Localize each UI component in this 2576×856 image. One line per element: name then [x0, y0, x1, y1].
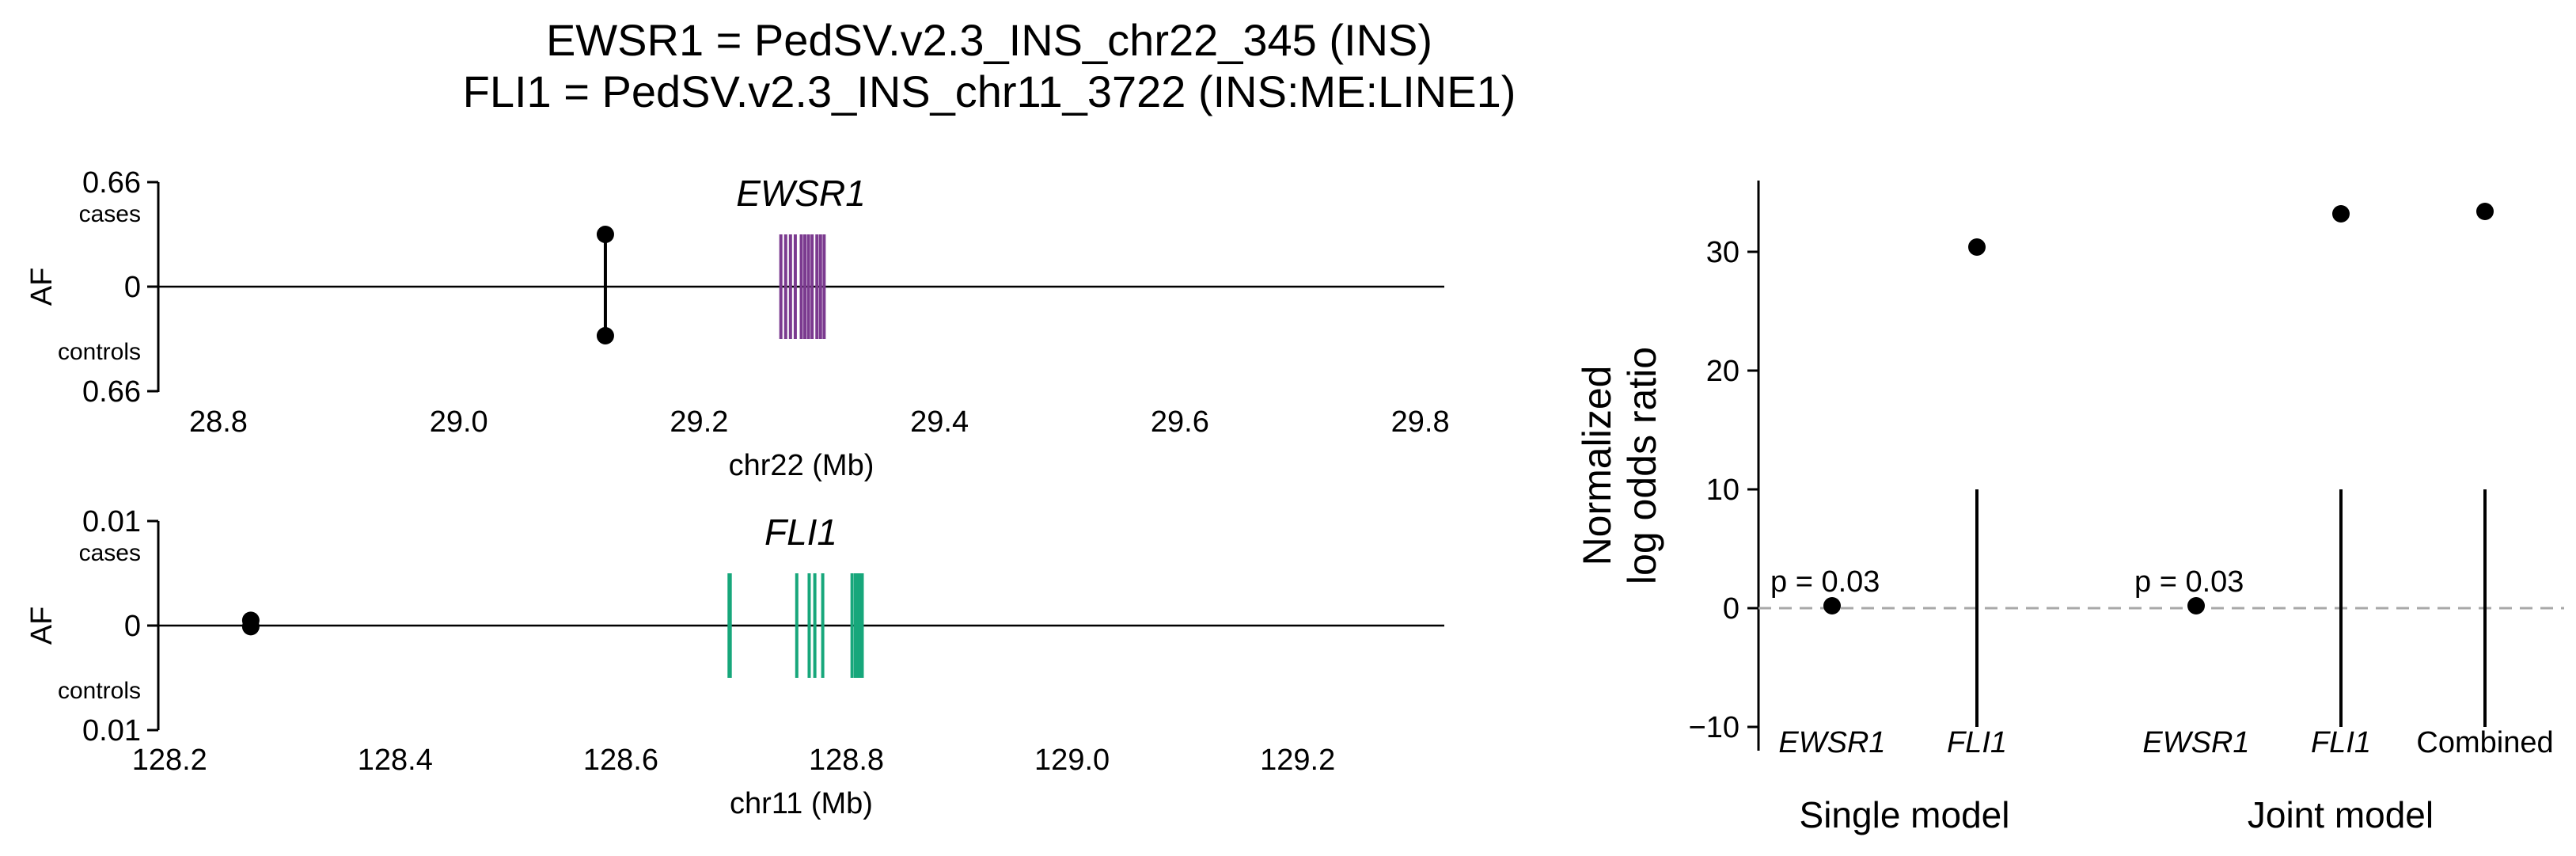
x-axis-label: chr11 (Mb)	[730, 787, 873, 820]
group-label-joint: Joint model	[2248, 794, 2434, 835]
control-af-point	[241, 618, 260, 636]
x-tick-label: 129.2	[1260, 744, 1335, 777]
p-value-label: p = 0.03	[1770, 565, 1880, 599]
category-label: Combined	[2416, 726, 2553, 759]
x-tick-label: 29.0	[430, 405, 488, 439]
case-af-point	[596, 226, 614, 243]
x-tick-label: 128.4	[358, 744, 433, 777]
category-label: FLI1	[2311, 726, 2371, 759]
y-tick-label: 0.01	[82, 505, 141, 538]
x-tick-label: 28.8	[189, 405, 248, 439]
effect-point	[1823, 597, 1841, 614]
y-tick-label: 0.01	[82, 714, 141, 748]
p-value-label: p = 0.03	[2134, 565, 2244, 599]
y-tick-label: 0	[124, 610, 141, 643]
y-tick-label: 30	[1706, 236, 1739, 269]
category-label: FLI1	[1947, 726, 2007, 759]
effect-point	[2476, 203, 2494, 220]
x-tick-label: 29.8	[1391, 405, 1450, 439]
gene-label: EWSR1	[736, 173, 866, 214]
figure-title-line2: FLI1 = PedSV.v2.3_INS_chr11_3722 (INS:ME…	[463, 67, 1516, 116]
x-tick-label: 29.4	[910, 405, 969, 439]
category-label: EWSR1	[1778, 726, 1885, 759]
y-tick-label: 10	[1706, 474, 1739, 507]
x-axis-label: chr22 (Mb)	[729, 449, 874, 482]
x-tick-label: 128.2	[132, 744, 207, 777]
x-tick-label: 29.6	[1151, 405, 1209, 439]
controls-label: controls	[58, 678, 141, 704]
y-tick-label: 0	[124, 271, 141, 304]
gene-label: FLI1	[764, 512, 837, 553]
y-tick-label: 0.66	[82, 166, 141, 200]
group-label-single: Single model	[1800, 794, 2010, 835]
y-tick-label: −10	[1689, 711, 1739, 744]
cases-label: cases	[79, 201, 141, 227]
x-tick-label: 129.0	[1034, 744, 1110, 777]
y-axis-label-line2: log odds ratio	[1620, 347, 1664, 584]
y-axis-label: AF	[25, 607, 59, 645]
y-tick-label: 0	[1723, 592, 1739, 626]
x-tick-label: 128.6	[583, 744, 658, 777]
y-tick-label: 20	[1706, 355, 1739, 388]
y-tick-label: 0.66	[82, 375, 141, 409]
effect-point	[2187, 597, 2205, 614]
figure-title-line1: EWSR1 = PedSV.v2.3_INS_chr22_345 (INS)	[546, 15, 1432, 65]
controls-label: controls	[58, 339, 141, 365]
y-axis-label: AF	[25, 268, 59, 306]
cases-label: cases	[79, 540, 141, 566]
x-tick-label: 29.2	[670, 405, 728, 439]
control-af-point	[596, 327, 614, 344]
category-label: EWSR1	[2142, 726, 2249, 759]
effect-point	[2332, 205, 2350, 223]
effect-point	[1968, 238, 1986, 256]
y-axis-label-line1: Normalized	[1575, 366, 1619, 566]
effect-size-panel: 30 20 10 0 −10 Normalized log odds ratio p = 0.…	[1575, 181, 2564, 835]
x-tick-label: 128.8	[809, 744, 884, 777]
